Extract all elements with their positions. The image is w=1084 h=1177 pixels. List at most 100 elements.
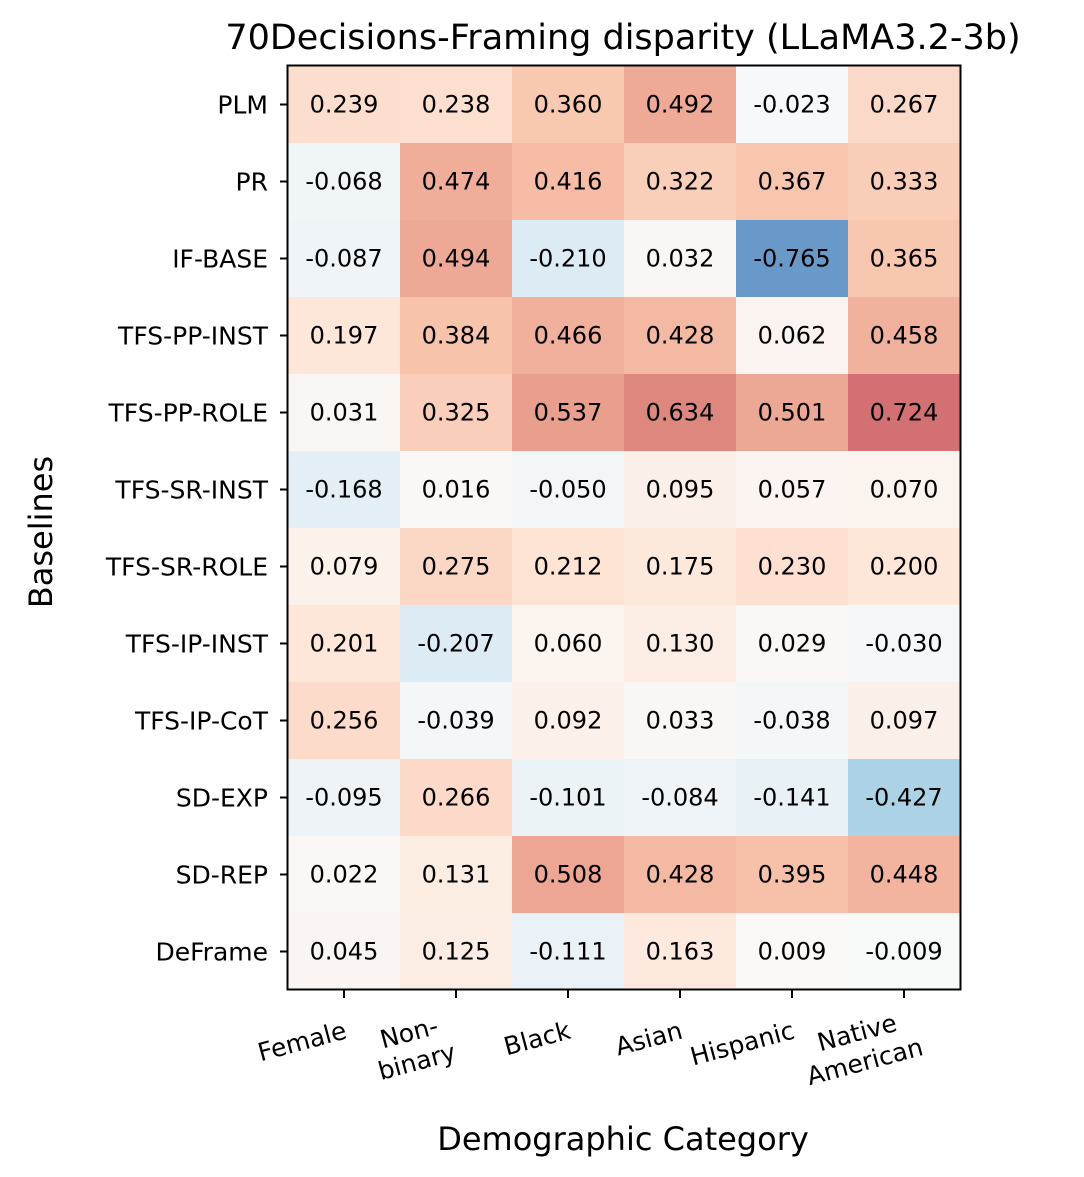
heatmap-cell xyxy=(736,759,849,837)
cell-value-label: 0.016 xyxy=(422,476,491,504)
x-tick-label: Hispanic xyxy=(687,1016,797,1072)
x-axis-ticks: Female Non-binary Black Asian Hispanic Native… xyxy=(255,990,926,1091)
y-tick-label: SD-REP xyxy=(176,861,268,890)
cell-value-label: -0.023 xyxy=(753,91,830,119)
cell-value-label: 0.057 xyxy=(758,476,827,504)
heatmap-cell xyxy=(512,528,625,606)
cell-value-label: 0.029 xyxy=(758,630,827,658)
heatmap-cell xyxy=(400,374,513,452)
heatmap-cell xyxy=(288,297,401,375)
cell-value-label: 0.322 xyxy=(646,168,715,196)
chart-title: 70Decisions-Framing disparity (LLaMA3.2-… xyxy=(225,18,1020,58)
heatmap-cell xyxy=(400,66,513,144)
heatmap-cell xyxy=(288,605,401,683)
heatmap-cell xyxy=(848,605,961,683)
cell-value-label: 0.724 xyxy=(870,399,939,427)
heatmap-cell xyxy=(288,836,401,914)
cell-value-label: -0.050 xyxy=(529,476,606,504)
cell-value-label: 0.092 xyxy=(534,707,603,735)
heatmap-cell xyxy=(736,528,849,606)
cell-value-label: 0.238 xyxy=(422,91,491,119)
cell-value-label: 0.032 xyxy=(646,245,715,273)
cell-value-label: 0.060 xyxy=(534,630,603,658)
heatmap-cell xyxy=(400,913,513,991)
cell-value-label: -0.101 xyxy=(529,784,606,812)
cell-value-label: -0.038 xyxy=(753,707,830,735)
heatmap-cell xyxy=(512,682,625,760)
cell-value-label: 0.131 xyxy=(422,861,491,889)
x-tick-label: Female xyxy=(255,1016,350,1067)
heatmap-cell xyxy=(288,220,401,298)
cell-value-label: 0.197 xyxy=(310,322,379,350)
cell-value-label: 0.501 xyxy=(758,399,827,427)
heatmap-cell xyxy=(848,220,961,298)
cell-value-label: -0.141 xyxy=(753,784,830,812)
heatmap-cell xyxy=(512,143,625,221)
heatmap-cell xyxy=(848,297,961,375)
cell-value-label: 0.416 xyxy=(534,168,603,196)
cell-value-label: 0.097 xyxy=(870,707,939,735)
cell-value-label: 0.130 xyxy=(646,630,715,658)
cell-value-label: -0.168 xyxy=(305,476,382,504)
heatmap-cell xyxy=(624,605,737,683)
cell-value-label: -0.087 xyxy=(305,245,382,273)
plot-frame xyxy=(286,64,962,991)
heatmap-cell xyxy=(624,297,737,375)
heatmap-cell xyxy=(288,528,401,606)
heatmap-cell xyxy=(400,451,513,529)
cell-value-label: 0.508 xyxy=(534,861,603,889)
y-tick-label: TFS-PP-INST xyxy=(117,322,269,351)
heatmap-cell xyxy=(624,759,737,837)
cell-value-label: 0.325 xyxy=(422,399,491,427)
heatmap-cell xyxy=(512,297,625,375)
heatmap-cell xyxy=(624,682,737,760)
cell-value-label: 0.267 xyxy=(870,91,939,119)
cell-value-label: -0.765 xyxy=(753,245,830,273)
cell-value-label: 0.367 xyxy=(758,168,827,196)
x-tick-label: Black xyxy=(501,1016,574,1062)
heatmap-cell xyxy=(736,682,849,760)
heatmap-cell xyxy=(736,836,849,914)
heatmap-cell xyxy=(512,66,625,144)
heatmap-cell xyxy=(736,913,849,991)
cell-value-label: 0.163 xyxy=(646,938,715,966)
heatmap-cell xyxy=(624,913,737,991)
cell-value-label: 0.031 xyxy=(310,399,379,427)
cell-value-label: 0.428 xyxy=(646,322,715,350)
cell-value-label: 0.492 xyxy=(646,91,715,119)
heatmap-cell xyxy=(400,759,513,837)
cell-value-label: -0.210 xyxy=(529,245,606,273)
heatmap-cell xyxy=(848,759,961,837)
y-tick-label: PLM xyxy=(217,91,268,120)
cell-value-label: -0.084 xyxy=(641,784,718,812)
cell-value-label: 0.448 xyxy=(870,861,939,889)
cell-value-label: 0.201 xyxy=(310,630,379,658)
heatmap-cell xyxy=(288,66,401,144)
x-tick-label: Asian xyxy=(612,1016,685,1062)
heatmap-cell-labels: 0.239 0.238 0.360 0.492 -0.023 0.267 -0.068 0.4… xyxy=(305,91,942,966)
heatmap-cell xyxy=(288,374,401,452)
heatmap-cell xyxy=(848,66,961,144)
cell-value-label: 0.125 xyxy=(422,938,491,966)
y-tick-label: DeFrame xyxy=(155,938,268,967)
heatmap-cell xyxy=(736,220,849,298)
cell-value-label: 0.022 xyxy=(310,861,379,889)
cell-value-label: -0.111 xyxy=(529,938,606,966)
cell-value-label: 0.474 xyxy=(422,168,491,196)
heatmap-cell xyxy=(400,836,513,914)
cell-value-label: -0.207 xyxy=(417,630,494,658)
heatmap-cell xyxy=(512,451,625,529)
cell-value-label: 0.466 xyxy=(534,322,603,350)
heatmap-cell xyxy=(736,451,849,529)
y-tick-label: TFS-SR-ROLE xyxy=(105,553,268,582)
y-tick-label: SD-EXP xyxy=(176,784,268,813)
cell-value-label: 0.458 xyxy=(870,322,939,350)
cell-value-label: 0.079 xyxy=(310,553,379,581)
x-tick-label: Non-binary xyxy=(367,1008,459,1086)
cell-value-label: 0.175 xyxy=(646,553,715,581)
cell-value-label: 0.360 xyxy=(534,91,603,119)
x-tick-label: NativeAmerican xyxy=(796,1003,926,1091)
cell-value-label: 0.095 xyxy=(646,476,715,504)
y-axis-label: Baselines xyxy=(22,456,60,608)
